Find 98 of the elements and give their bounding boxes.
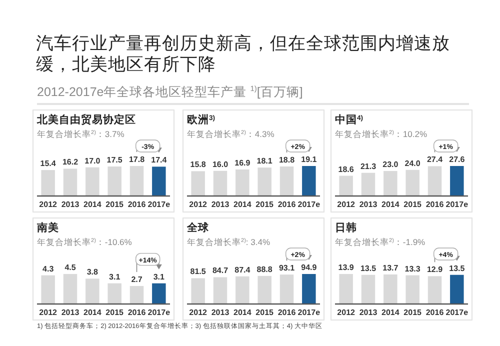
- data-label: 94.9: [301, 263, 318, 272]
- data-label: 13.3: [404, 264, 421, 274]
- x-tick-label: 2016: [426, 308, 444, 317]
- x-tick-label: 2017e: [148, 200, 171, 209]
- data-label: 18.1: [256, 156, 273, 166]
- data-label: 19.1: [301, 155, 318, 164]
- x-tick-label: 2015: [256, 308, 274, 317]
- data-label: 88.8: [256, 264, 273, 274]
- chart-subtitle: 年复合增长率$^{2)}$：10.2%: [335, 129, 428, 139]
- x-tick-label: 2013: [61, 308, 80, 317]
- data-label: 93.1: [278, 264, 296, 273]
- chart-subtitle: 年复合增长率$^{2)}$：-1.9%: [335, 237, 426, 247]
- chart-subtitle: 年复合增长率$^{2)}$：4.3%: [187, 129, 275, 139]
- x-tick-label: 2013: [211, 200, 230, 209]
- data-label: 15.8: [190, 160, 206, 170]
- data-label: 23.0: [382, 160, 399, 169]
- chart-title: 日韩: [335, 221, 357, 234]
- bar: [86, 278, 100, 304]
- chart-title: 全球: [186, 221, 210, 234]
- x-tick-label: 2017e: [446, 308, 469, 317]
- data-label: 16.9: [234, 158, 251, 168]
- x-tick-label: 2017e: [298, 200, 321, 209]
- x-tick-label: 2017e: [298, 308, 321, 317]
- bar: [384, 171, 398, 196]
- x-tick-label: 2016: [278, 200, 296, 209]
- data-label: 17.0: [84, 156, 101, 166]
- data-label: 4.5: [64, 263, 76, 272]
- bar: [108, 283, 122, 304]
- x-tick-label: 2012: [337, 308, 356, 317]
- x-tick-label: 2012: [189, 308, 208, 317]
- bar: [152, 283, 166, 304]
- bar: [450, 166, 464, 196]
- data-label: 17.5: [106, 156, 123, 165]
- bar: [339, 176, 353, 196]
- x-tick-label: 2017e: [148, 308, 171, 317]
- data-label: 27.4: [426, 155, 444, 164]
- chart-subtitle: 年复合增长率$^{2)}$：-10.6%: [37, 237, 132, 247]
- data-label: 24.0: [404, 158, 421, 168]
- data-label: 17.8: [128, 155, 146, 164]
- x-tick-label: 2017e: [446, 200, 469, 209]
- x-tick-label: 2014: [382, 200, 400, 209]
- bar: [428, 166, 442, 196]
- x-tick-label: 2015: [106, 200, 124, 209]
- x-tick-label: 2016: [278, 308, 296, 317]
- x-tick-label: 2014: [382, 308, 400, 317]
- x-tick-label: 2013: [359, 308, 378, 317]
- x-tick-label: 2015: [404, 200, 422, 209]
- data-label: 13.5: [449, 264, 466, 273]
- data-label: 17.4: [151, 156, 168, 165]
- text: 汽车行业产量再创历史新高，但在全球范围内增速放缓，北美地区有所下降: [36, 33, 451, 75]
- x-tick-label: 2014: [84, 200, 102, 209]
- x-tick-label: 2014: [84, 308, 102, 317]
- data-label: 81.5: [190, 267, 206, 276]
- data-label: 18.6: [338, 164, 354, 174]
- data-label: 3.1: [153, 272, 166, 282]
- data-label: 13.5: [360, 264, 377, 273]
- data-label: 2.7: [131, 275, 143, 284]
- x-tick-label: 2013: [211, 308, 230, 317]
- x-tick-label: 2012: [337, 200, 356, 209]
- x-tick-label: 2014: [234, 308, 252, 317]
- bar: [63, 274, 78, 304]
- chart-title: 欧洲$^{3)}$: [187, 113, 216, 126]
- x-tick-label: 2016: [426, 200, 444, 209]
- chart-subtitle: 年复合增长率$^{2)}$：3.7%: [37, 129, 125, 139]
- chart-title: 北美自由贸易协定区: [36, 113, 136, 126]
- chart-title: 中国$^{4)}$: [335, 113, 364, 126]
- x-tick-label: 2012: [39, 308, 58, 317]
- data-label: 16.2: [62, 158, 79, 167]
- chart-subtitle: 年复合增长率$^{2)}$: 3.4%: [187, 237, 270, 247]
- bar: [41, 275, 55, 304]
- data-label: 4.3: [42, 264, 54, 274]
- data-label: 21.3: [360, 162, 377, 171]
- x-tick-label: 2015: [404, 308, 422, 317]
- data-label: 13.9: [338, 263, 354, 272]
- data-label: 13.7: [382, 263, 399, 272]
- text: 2012-2017e年全球各地区轻型车产量 $^{1)}$[百万辆]: [37, 84, 303, 102]
- x-tick-label: 2015: [256, 200, 274, 209]
- bar: [361, 172, 376, 196]
- data-label: 3.8: [86, 268, 99, 277]
- x-tick-label: 2014: [234, 200, 252, 209]
- x-tick-label: 2016: [128, 308, 146, 317]
- bar: [406, 170, 420, 196]
- bar: [130, 286, 144, 304]
- data-label: 27.6: [449, 155, 466, 164]
- x-tick-label: 2012: [189, 200, 208, 209]
- data-label: 12.9: [426, 265, 444, 274]
- data-label: 18.8: [278, 155, 296, 164]
- chart-title: 南美: [36, 221, 59, 234]
- x-tick-label: 2013: [61, 200, 80, 209]
- x-tick-label: 2015: [106, 308, 124, 317]
- data-label: 3.1: [109, 272, 121, 282]
- data-label: 15.4: [40, 159, 56, 168]
- data-label: 16.0: [212, 160, 229, 169]
- data-label: 84.7: [212, 266, 229, 276]
- data-label: 87.4: [234, 265, 251, 274]
- x-tick-label: 2013: [359, 200, 378, 209]
- x-tick-label: 2012: [39, 200, 58, 209]
- x-tick-label: 2016: [128, 200, 146, 209]
